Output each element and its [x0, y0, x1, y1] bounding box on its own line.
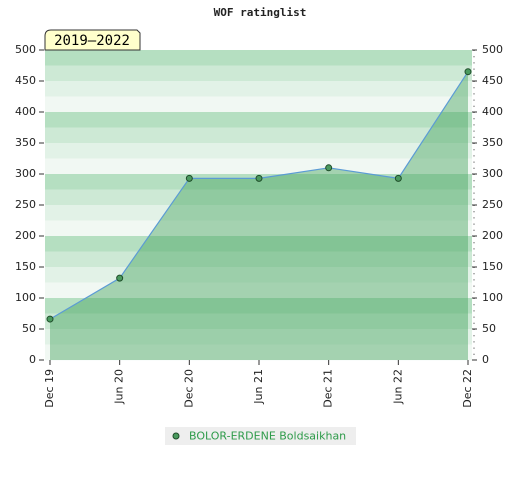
point	[394, 174, 402, 182]
y-tick-label: 50	[22, 322, 36, 335]
y2-tick-label: 100	[482, 291, 503, 304]
legend	[165, 427, 356, 445]
stripe	[45, 313, 472, 330]
point	[255, 174, 263, 182]
point	[325, 164, 333, 172]
y-tick-label: 150	[15, 260, 36, 273]
x-tick-label: Jun 20	[113, 369, 126, 405]
stripe	[45, 158, 472, 175]
y2-tick-label: 350	[482, 136, 503, 149]
stripe	[45, 65, 472, 82]
stripe	[45, 298, 472, 314]
area	[50, 71, 468, 360]
y-tick-label: 350	[15, 136, 36, 149]
stripe	[45, 282, 472, 299]
y2-tick-label: 300	[482, 167, 503, 180]
stripe	[45, 267, 472, 283]
y2-tick-label: 50	[482, 322, 496, 335]
stripe	[45, 96, 472, 113]
stripe	[45, 329, 472, 345]
y-tick-label: 400	[15, 105, 36, 118]
x-tick-label: Dec 19	[43, 369, 56, 408]
stripe	[45, 236, 472, 252]
point	[116, 274, 124, 282]
point	[46, 315, 54, 323]
y-tick-label: 500	[15, 43, 36, 56]
stripe	[45, 344, 472, 361]
y2-tick-label: 0	[482, 353, 489, 366]
x-tick-label: Jun 22	[391, 369, 404, 405]
chart-title: WOF ratinglist	[214, 6, 307, 19]
annotation: 2019–2022	[54, 33, 130, 49]
legend-label: BOLOR-ERDENE Boldsaikhan	[189, 430, 346, 443]
y-tick-label: 250	[15, 198, 36, 211]
y2-tick-label: 250	[482, 198, 503, 211]
stripe	[45, 205, 472, 221]
point	[464, 68, 472, 76]
x-tick-label: Dec 22	[461, 369, 474, 408]
stripe	[45, 81, 472, 97]
stripe	[45, 143, 472, 159]
y-tick-label: 100	[15, 291, 36, 304]
x-tick-label: Dec 20	[182, 369, 195, 408]
annotation-box	[44, 29, 141, 51]
stripe	[45, 174, 472, 190]
stripe	[45, 50, 472, 66]
x-tick-label: Jun 21	[252, 369, 265, 405]
y2-tick-label: 400	[482, 105, 503, 118]
point	[185, 174, 193, 182]
stripe	[45, 251, 472, 268]
y-tick-label: 0	[29, 353, 36, 366]
y-tick-label: 300	[15, 167, 36, 180]
y2-tick-label: 150	[482, 260, 503, 273]
y2-tick-label: 500	[482, 43, 503, 56]
plot-background	[45, 50, 472, 361]
stripe	[45, 112, 472, 128]
y2-tick-label: 200	[482, 229, 503, 242]
stripe	[45, 127, 472, 144]
legend-marker	[172, 432, 180, 440]
y-tick-label: 200	[15, 229, 36, 242]
y-tick-label: 450	[15, 74, 36, 87]
x-tick-label: Dec 21	[322, 369, 335, 408]
stripe	[45, 189, 472, 206]
y2-tick-label: 450	[482, 74, 503, 87]
